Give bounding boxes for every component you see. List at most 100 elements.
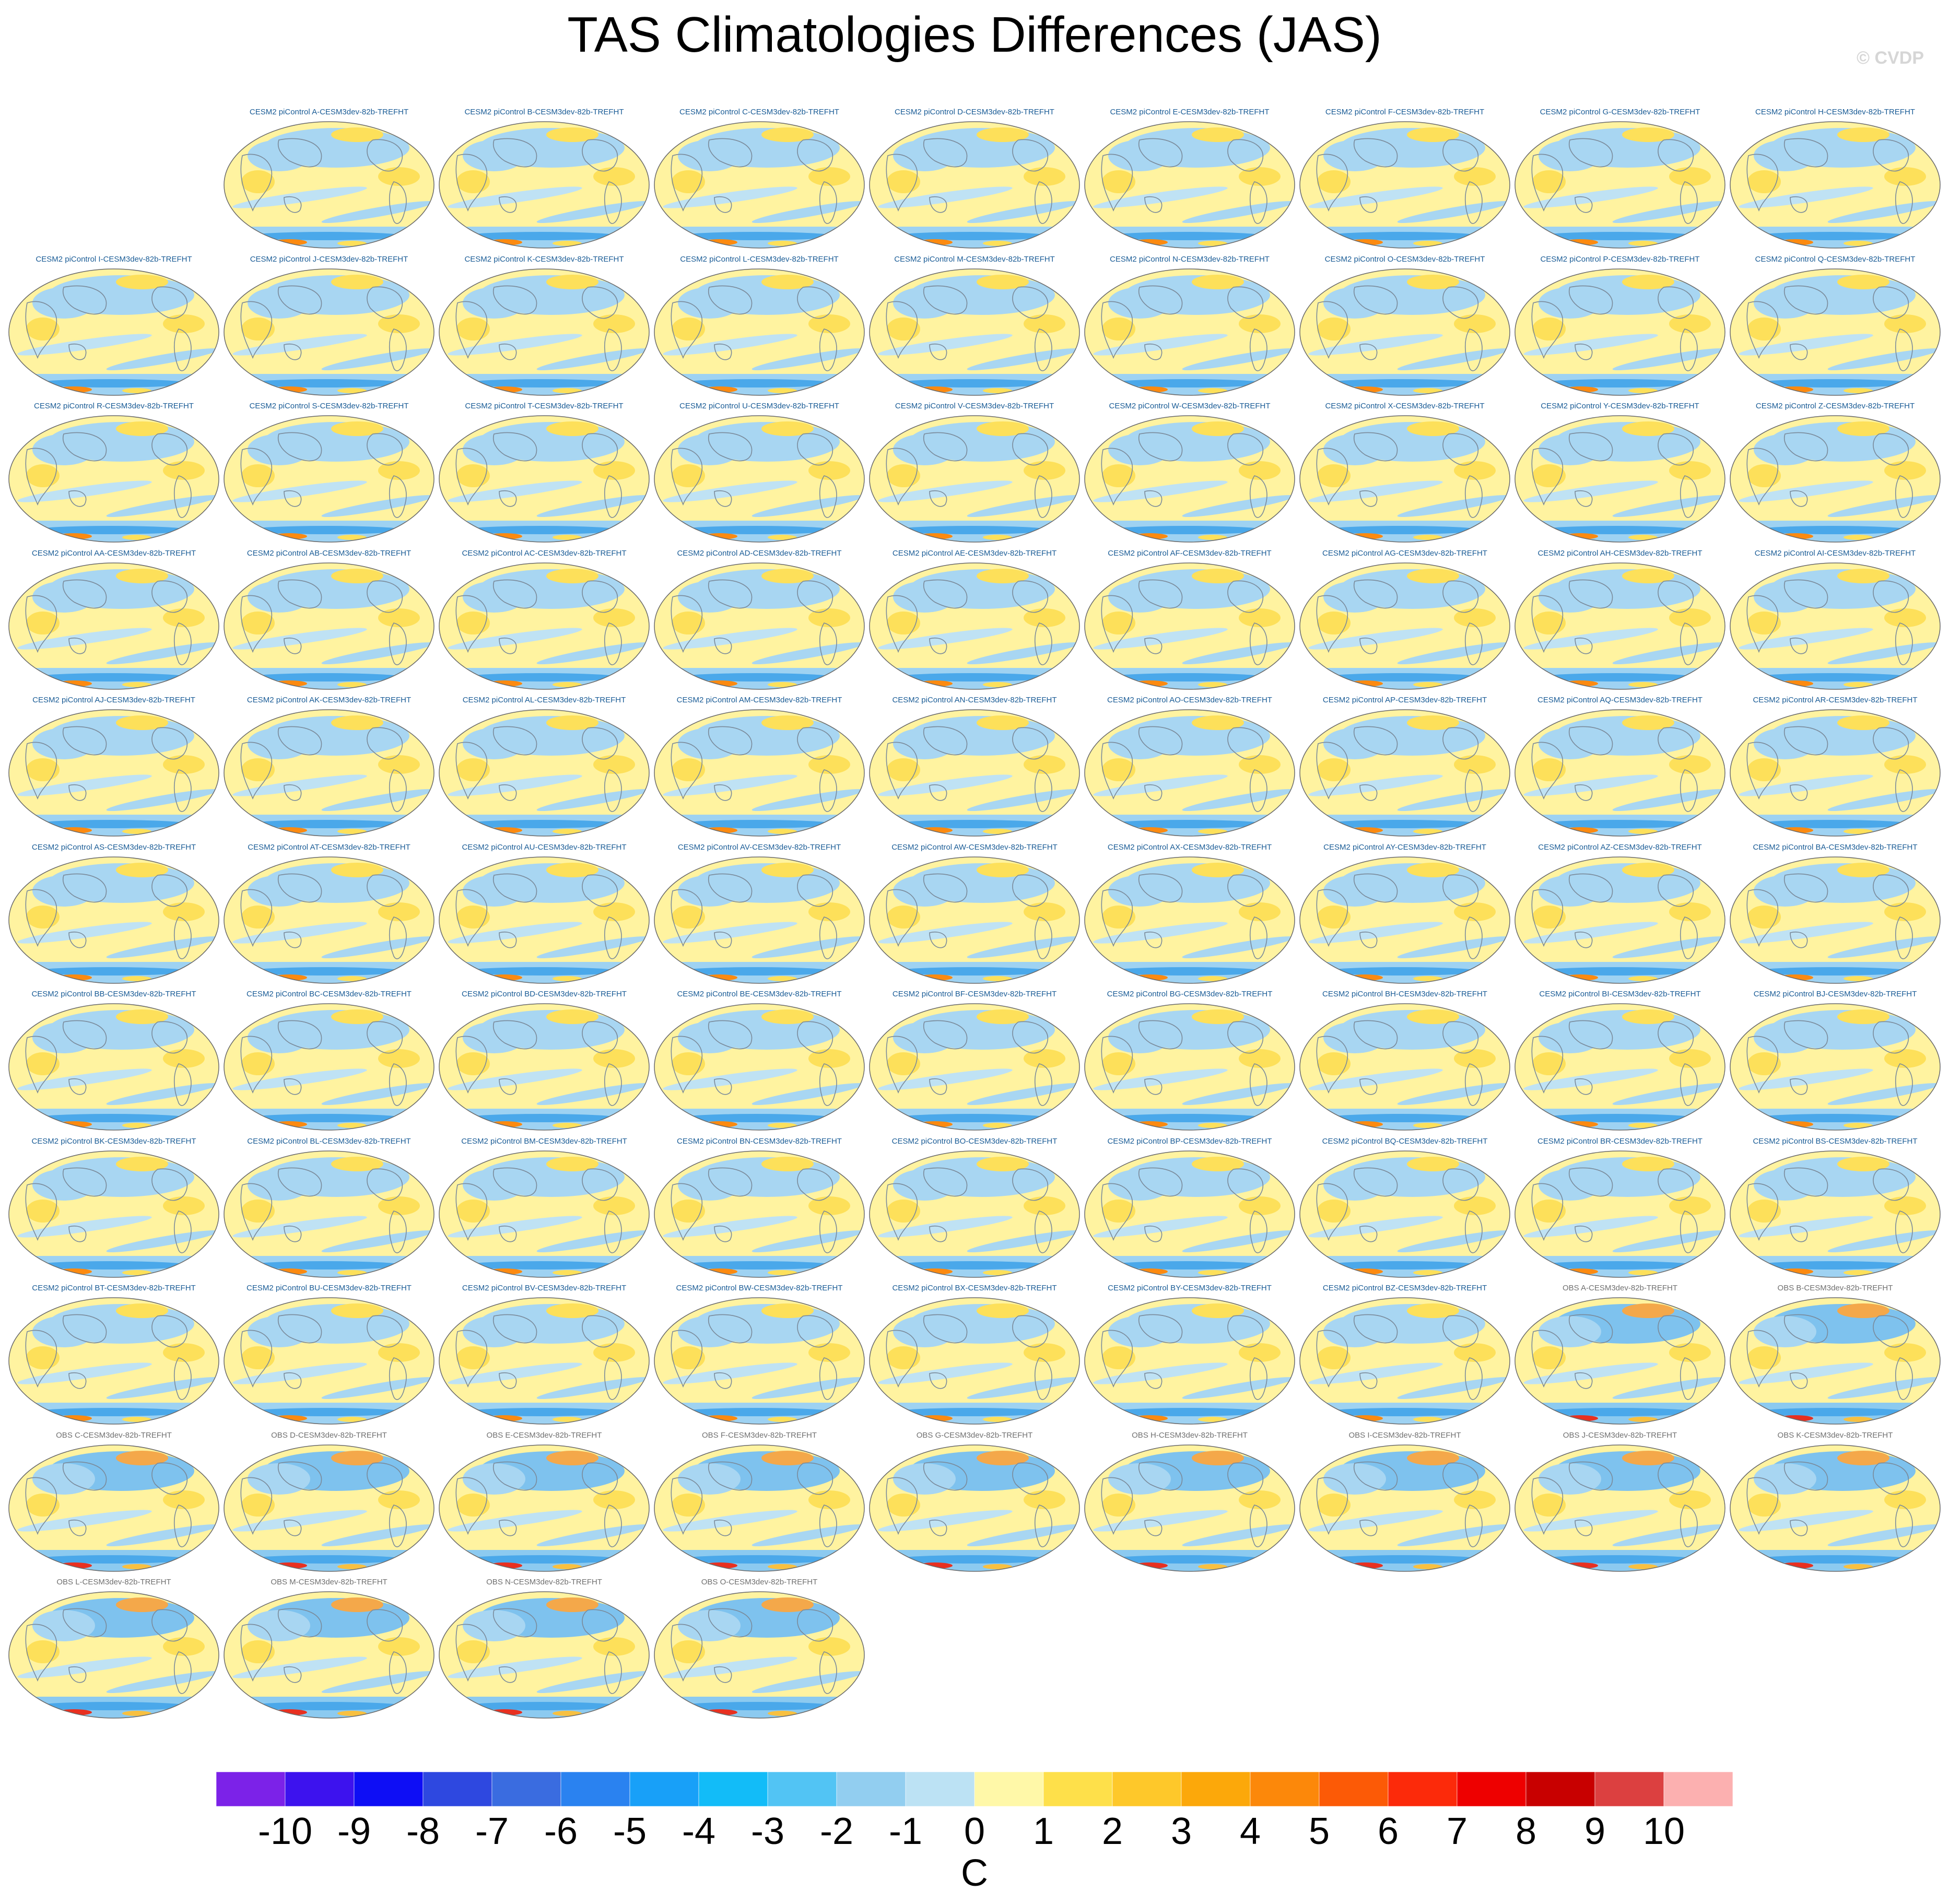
map-panel: OBS D-CESM3dev-82b-TREFHT	[221, 1431, 437, 1577]
map-panel-title: CESM2 piControl AU-CESM3dev-82b-TREFHT	[462, 842, 627, 852]
world-map	[1084, 1003, 1295, 1131]
colorbar-swatch	[767, 1772, 837, 1806]
world-map	[654, 1297, 865, 1425]
world-map	[1299, 415, 1510, 543]
map-panel-title: CESM2 piControl BV-CESM3dev-82b-TREFHT	[462, 1284, 627, 1292]
world-map	[869, 562, 1080, 690]
world-map	[1514, 562, 1725, 690]
map-panel: CESM2 piControl AW-CESM3dev-82b-TREFHT	[867, 843, 1082, 989]
map-panel-title: CESM2 piControl AS-CESM3dev-82b-TREFHT	[31, 842, 196, 852]
map-panel-title: CESM2 piControl R-CESM3dev-82b-TREFHT	[34, 402, 194, 410]
map-panel-title: CESM2 piControl BZ-CESM3dev-82b-TREFHT	[1322, 1284, 1487, 1292]
world-map	[869, 709, 1080, 837]
world-map	[1514, 268, 1725, 396]
map-panel-title: CESM2 piControl U-CESM3dev-82b-TREFHT	[679, 402, 839, 410]
map-panel-title: CESM2 piControl I-CESM3dev-82b-TREFHT	[36, 254, 192, 264]
map-panel: CESM2 piControl O-CESM3dev-82b-TREFHT	[1297, 255, 1512, 401]
map-panel: CESM2 piControl BQ-CESM3dev-82b-TREFHT	[1297, 1137, 1512, 1283]
colorbar-swatch	[216, 1772, 286, 1806]
world-map	[439, 562, 650, 690]
map-panel: CESM2 piControl BG-CESM3dev-82b-TREFHT	[1082, 990, 1297, 1136]
world-map	[439, 1591, 650, 1719]
map-panel-title: CESM2 piControl BO-CESM3dev-82b-TREFHT	[891, 1136, 1058, 1146]
world-map	[654, 121, 865, 249]
world-map	[654, 1591, 865, 1719]
world-map	[654, 562, 865, 690]
world-map	[1299, 268, 1510, 396]
world-map	[8, 1003, 219, 1131]
world-map	[654, 268, 865, 396]
world-map	[654, 1150, 865, 1278]
colorbar-swatch	[1663, 1772, 1733, 1806]
world-map	[1084, 709, 1295, 837]
map-panel: CESM2 piControl AX-CESM3dev-82b-TREFHT	[1082, 843, 1297, 989]
map-panel: CESM2 piControl AK-CESM3dev-82b-TREFHT	[221, 696, 437, 842]
map-panel-title: CESM2 piControl AB-CESM3dev-82b-TREFHT	[246, 548, 412, 558]
map-panel-title: OBS O-CESM3dev-82b-TREFHT	[701, 1578, 818, 1586]
colorbar-tick-label: 6	[1377, 1811, 1399, 1852]
map-panel: CESM2 piControl I-CESM3dev-82b-TREFHT	[6, 255, 221, 401]
map-panel: CESM2 piControl BC-CESM3dev-82b-TREFHT	[221, 990, 437, 1136]
map-panel: CESM2 piControl AC-CESM3dev-82b-TREFHT	[437, 549, 652, 695]
map-panel-title: CESM2 piControl BD-CESM3dev-82b-TREFHT	[462, 990, 627, 998]
world-map	[1084, 415, 1295, 543]
map-panel: CESM2 piControl BK-CESM3dev-82b-TREFHT	[6, 1137, 221, 1283]
map-panel-title: CESM2 piControl S-CESM3dev-82b-TREFHT	[249, 402, 409, 410]
world-map	[224, 1591, 435, 1719]
world-map	[439, 709, 650, 837]
map-panel-title: CESM2 piControl BA-CESM3dev-82b-TREFHT	[1753, 842, 1918, 852]
colorbar-tick-label: 1	[1032, 1811, 1054, 1852]
map-panel-title: CESM2 piControl G-CESM3dev-82b-TREFHT	[1540, 108, 1700, 116]
world-map	[1730, 562, 1941, 690]
world-map	[8, 1444, 219, 1572]
map-panel: CESM2 piControl BZ-CESM3dev-82b-TREFHT	[1297, 1284, 1512, 1430]
map-panel-title: CESM2 piControl N-CESM3dev-82b-TREFHT	[1110, 254, 1270, 264]
map-panel-title: CESM2 piControl AO-CESM3dev-82b-TREFHT	[1107, 696, 1272, 704]
world-map	[1730, 709, 1941, 837]
world-map	[869, 1444, 1080, 1572]
map-panel-title: OBS A-CESM3dev-82b-TREFHT	[1562, 1284, 1678, 1292]
colorbar-tick-label: 10	[1642, 1811, 1685, 1852]
world-map	[439, 856, 650, 984]
credit-label: © CVDP	[1857, 48, 1924, 68]
colorbar-tick-labels: -10 -9 -8 -7 -6 -5 -4 -3 -2 -1 0 1 2 3 4 5 6 7 8 9 10	[0, 1810, 1949, 1857]
world-map	[8, 562, 219, 690]
world-map	[8, 856, 219, 984]
colorbar-swatch	[1525, 1772, 1595, 1806]
colorbar-swatch	[836, 1772, 906, 1806]
map-panel: CESM2 piControl E-CESM3dev-82b-TREFHT	[1082, 108, 1297, 254]
map-panel-title: CESM2 piControl B-CESM3dev-82b-TREFHT	[464, 108, 624, 116]
map-panel-title: CESM2 piControl BY-CESM3dev-82b-TREFHT	[1108, 1284, 1272, 1292]
map-panel-title: CESM2 piControl AG-CESM3dev-82b-TREFHT	[1322, 548, 1487, 558]
map-panel: OBS J-CESM3dev-82b-TREFHT	[1512, 1431, 1728, 1577]
world-map	[869, 1003, 1080, 1131]
map-panel: CESM2 piControl BT-CESM3dev-82b-TREFHT	[6, 1284, 221, 1430]
world-map	[869, 415, 1080, 543]
map-panel-title: CESM2 piControl AE-CESM3dev-82b-TREFHT	[892, 548, 1057, 558]
map-panel-title: OBS M-CESM3dev-82b-TREFHT	[271, 1578, 388, 1586]
world-map	[1514, 709, 1725, 837]
map-panel-title: CESM2 piControl AJ-CESM3dev-82b-TREFHT	[32, 696, 195, 704]
world-map	[1514, 856, 1725, 984]
map-panel: CESM2 piControl W-CESM3dev-82b-TREFHT	[1082, 402, 1297, 548]
map-panel: CESM2 piControl AZ-CESM3dev-82b-TREFHT	[1512, 843, 1728, 989]
map-panel-title: OBS J-CESM3dev-82b-TREFHT	[1563, 1430, 1677, 1440]
world-map	[1299, 1297, 1510, 1425]
map-panel: CESM2 piControl Y-CESM3dev-82b-TREFHT	[1512, 402, 1728, 548]
world-map	[8, 268, 219, 396]
map-panel: CESM2 piControl A-CESM3dev-82b-TREFHT	[221, 108, 437, 254]
world-map	[1730, 856, 1941, 984]
map-panel-title: CESM2 piControl AC-CESM3dev-82b-TREFHT	[462, 548, 627, 558]
world-map	[224, 121, 435, 249]
world-map	[1299, 1003, 1510, 1131]
map-panel-title: CESM2 piControl Z-CESM3dev-82b-TREFHT	[1755, 402, 1915, 410]
map-panel: CESM2 piControl F-CESM3dev-82b-TREFHT	[1297, 108, 1512, 254]
map-panel: CESM2 piControl BR-CESM3dev-82b-TREFHT	[1512, 1137, 1728, 1283]
world-map	[654, 709, 865, 837]
map-panel: CESM2 piControl Z-CESM3dev-82b-TREFHT	[1728, 402, 1943, 548]
map-panel-title: CESM2 piControl BJ-CESM3dev-82b-TREFHT	[1753, 990, 1917, 998]
map-panel: OBS O-CESM3dev-82b-TREFHT	[652, 1578, 867, 1724]
map-panel: CESM2 piControl AS-CESM3dev-82b-TREFHT	[6, 843, 221, 989]
map-panel: OBS B-CESM3dev-82b-TREFHT	[1728, 1284, 1943, 1430]
map-panel-title: CESM2 piControl BI-CESM3dev-82b-TREFHT	[1539, 990, 1701, 998]
